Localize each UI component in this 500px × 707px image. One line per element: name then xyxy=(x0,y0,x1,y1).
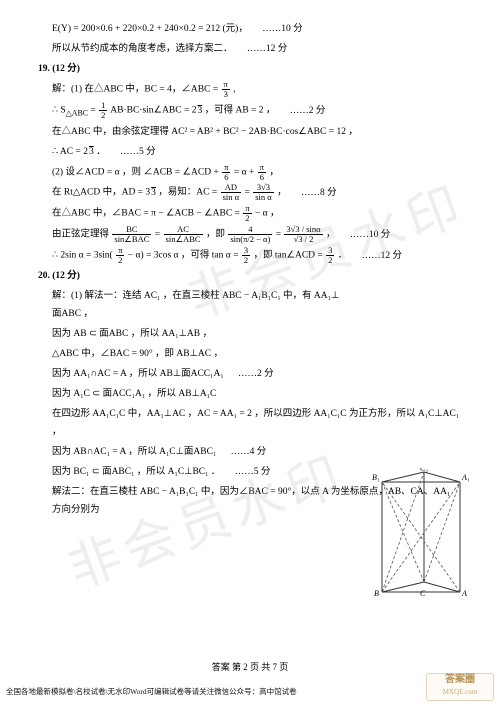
text: ∴ AC = 2 xyxy=(52,147,88,157)
text: − α ， xyxy=(255,209,280,219)
q19-p1: 解：(1) 在△ABC 中，BC = 4，∠ABC = π3 , xyxy=(38,80,462,99)
q19-p2: ∴ S△ABC = 12 AB·BC·sin∠ABC = 23 ，可得 AB =… xyxy=(38,101,462,121)
q19-p4: ∴ AC = 23 ． ……5 分 xyxy=(38,143,462,161)
text: = xyxy=(155,230,163,240)
q19-p8: 由正弦定理得 BCsin∠BAC = ACsin∠ABC ，即 4sin(π/2… xyxy=(38,225,462,244)
bottom-bar: 全国各地最新模拟卷\名校试卷\无水印Word可编辑试卷等请关注微信公众号：高中馆… xyxy=(0,684,500,699)
text: 因为 BC₁ ⊂ 面ABC₁ ，所以 A₁C⊥BC₁ ． xyxy=(52,467,220,477)
score: ……10 分 xyxy=(250,24,302,34)
q20-p7: 因为 AB∩AC₁ = A ，所以 A₁C⊥面ABC₁ ……4 分 xyxy=(38,443,462,461)
frac: 4sin(π/2 − α) xyxy=(228,225,272,244)
text: ，易知：AC = xyxy=(158,188,219,198)
score: ……2 分 xyxy=(278,106,326,116)
text: ． xyxy=(338,251,348,261)
text: ， xyxy=(277,188,287,198)
text: , xyxy=(233,85,235,95)
score: ……5 分 xyxy=(108,147,156,157)
text: (2) 设∠ACD = α ，则 ∠ACB = ∠ACD + xyxy=(52,167,221,177)
frac: π2 xyxy=(116,246,124,265)
text: ， xyxy=(326,230,336,240)
frac: π2 xyxy=(243,204,251,223)
frac: BCsin∠BAC xyxy=(112,225,151,244)
frac: 12 xyxy=(99,101,107,120)
score: ……8 分 xyxy=(289,188,337,198)
q20-p6: 在四边形 AA₁C₁C 中，AA₁⊥AC ，AC = AA₁ = 2 ，所以四边… xyxy=(38,405,462,441)
q19-p7: 在△ABC 中，∠BAC = π − ∠ACB − ∠ABC = π2 − α … xyxy=(38,204,462,223)
text: = xyxy=(276,230,284,240)
text: 因为 AB∩AC₁ = A ，所以 A₁C⊥面ABC₁ xyxy=(52,447,216,457)
frac: 3√3sin α xyxy=(253,183,274,202)
text: 解：(1) 在△ABC 中，BC = 4，∠ABC = xyxy=(52,85,221,95)
score: ……12 分 xyxy=(350,251,402,261)
prism-diagram: B C A B₁ C₁ A₁ xyxy=(370,468,470,598)
score: ……12 分 xyxy=(235,44,287,54)
q20-p4: 因为 AA₁∩AC = A ，所以 AB⊥面ACC₁A₁ ……2 分 xyxy=(38,365,462,383)
q19-p3: 在△ABC 中，由余弦定理得 AC² = AB² + BC² − 2AB·BC·… xyxy=(38,123,462,141)
text: E(Y) = 200×0.6 + 220×0.2 + 240×0.2 = 212… xyxy=(52,24,248,34)
label-B: B xyxy=(374,589,379,598)
q19-p6: 在 Rt△ACD 中，AD = 33 ，易知：AC = ADsin α = 3√… xyxy=(38,183,462,202)
frac: 32 xyxy=(326,246,334,265)
score: ……2 分 xyxy=(226,369,274,379)
frac: π6 xyxy=(258,163,266,182)
label-B1: B₁ xyxy=(372,473,380,482)
text: = xyxy=(90,106,98,116)
q20-p3: △ABC 中，∠BAC = 90° ，即 AB⊥AC ， xyxy=(38,345,462,363)
text: ∴ 2sin α = 3sin( xyxy=(52,251,113,261)
text: ∴ S xyxy=(52,106,66,116)
score: ……5 分 xyxy=(223,467,271,477)
label-A: A xyxy=(461,589,467,598)
q20-p1: 解：(1) 解法一：连结 AC₁ ，在直三棱柱 ABC − A₁B₁C₁ 中，有… xyxy=(38,287,342,323)
label-C: C xyxy=(420,589,426,598)
frac: π3 xyxy=(222,80,230,99)
text: 在△ABC 中，∠BAC = π − ∠ACB − ∠ABC = xyxy=(52,209,242,219)
score: ……4 分 xyxy=(219,447,267,457)
text: − α) = 3cos α ，可得 tan α = xyxy=(128,251,241,261)
frac: π6 xyxy=(222,163,230,182)
q19-head: 19. (12 分) xyxy=(38,60,462,78)
text: 由正弦定理得 xyxy=(52,230,111,240)
frac: 3√3 / sinα√3 / 2 xyxy=(284,225,322,244)
page: E(Y) = 200×0.6 + 220×0.2 + 240×0.2 = 212… xyxy=(0,0,500,531)
q19-p5: (2) 设∠ACD = α ，则 ∠ACB = ∠ACD + π6 = α + … xyxy=(38,163,462,182)
frac: 32 xyxy=(242,246,250,265)
frac: ACsin∠ABC xyxy=(164,225,203,244)
label-C1: C₁ xyxy=(420,468,428,473)
score: ……10 分 xyxy=(338,230,390,240)
text: = xyxy=(244,188,252,198)
text: 所以从节约成本的角度考虑，选择方案二． xyxy=(52,44,233,54)
q20-p5: 因为 A₁C ⊂ 面ACC₁A₁ ，所以 AB⊥A₁C xyxy=(38,385,462,403)
text: AB·BC·sin∠ABC = 2 xyxy=(110,106,196,116)
frac: ADsin α xyxy=(221,183,242,202)
line-ey: E(Y) = 200×0.6 + 220×0.2 + 240×0.2 = 212… xyxy=(38,20,462,38)
text: ，即 xyxy=(206,230,227,240)
line-conclusion: 所以从节约成本的角度考虑，选择方案二． ……12 分 xyxy=(38,40,462,58)
corner-title: 答案圈 xyxy=(427,674,493,686)
q20-head: 20. (12 分) xyxy=(38,267,462,285)
text: 在 Rt△ACD 中，AD = 3 xyxy=(52,188,150,198)
text: ，可得 AB = 2 ， xyxy=(205,106,276,116)
text: 因为 AA₁∩AC = A ，所以 AB⊥面ACC₁A₁ xyxy=(52,369,224,379)
q19-p9: ∴ 2sin α = 3sin( π2 − α) = 3cos α ，可得 ta… xyxy=(38,246,462,265)
corner-url: MXQE.com xyxy=(427,686,493,698)
text: = α + xyxy=(234,167,257,177)
text: ． xyxy=(96,147,106,157)
page-footer: 答案 第 2 页 共 7 页 xyxy=(0,660,500,673)
q20-p2: 因为 AB ⊂ 面ABC ，所以 AA₁⊥AB ， xyxy=(38,325,462,343)
label-A1: A₁ xyxy=(461,473,470,482)
text: ，即 tan∠ACD = xyxy=(253,251,325,261)
corner-logo: 答案圈 MXQE.com xyxy=(426,673,494,701)
text: ， xyxy=(269,167,279,177)
